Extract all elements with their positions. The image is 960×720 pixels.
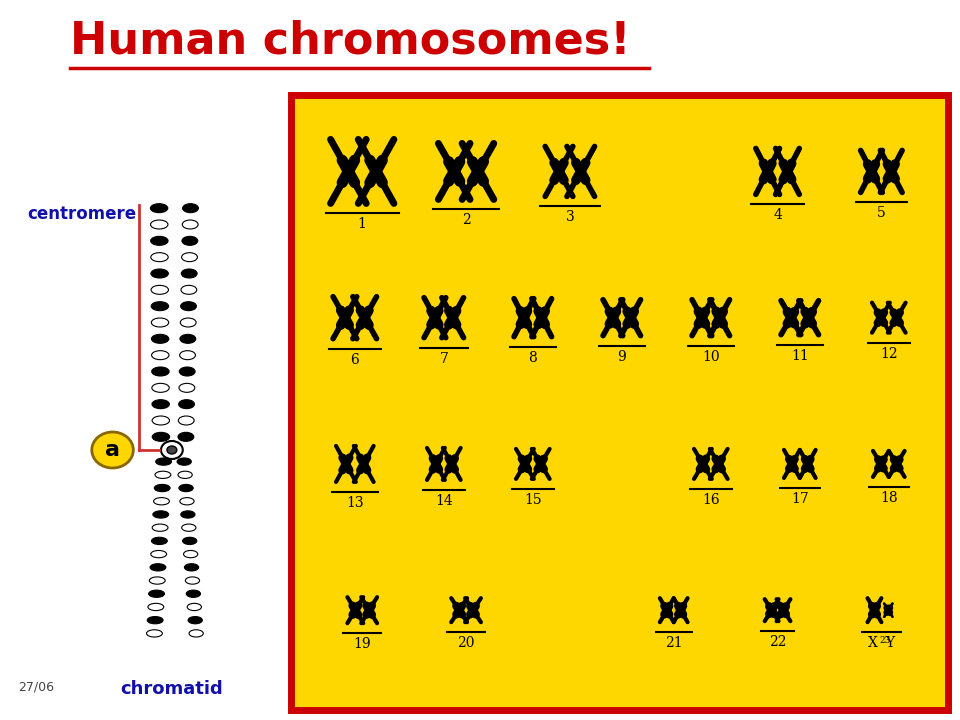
Ellipse shape bbox=[180, 510, 195, 518]
Ellipse shape bbox=[156, 458, 172, 465]
Ellipse shape bbox=[179, 400, 195, 409]
Ellipse shape bbox=[180, 367, 195, 376]
Text: 12: 12 bbox=[880, 346, 898, 361]
Ellipse shape bbox=[153, 432, 170, 441]
Ellipse shape bbox=[182, 220, 198, 229]
Ellipse shape bbox=[181, 253, 198, 261]
Ellipse shape bbox=[150, 577, 165, 584]
Ellipse shape bbox=[147, 616, 163, 624]
Ellipse shape bbox=[152, 367, 169, 376]
Ellipse shape bbox=[180, 285, 197, 294]
Ellipse shape bbox=[151, 269, 168, 278]
Ellipse shape bbox=[152, 400, 169, 409]
Text: 15: 15 bbox=[524, 493, 541, 507]
Text: 20: 20 bbox=[457, 636, 475, 650]
Ellipse shape bbox=[151, 220, 168, 229]
Ellipse shape bbox=[151, 285, 168, 294]
Ellipse shape bbox=[180, 498, 194, 505]
Ellipse shape bbox=[152, 383, 169, 392]
Bar bbox=[291, 95, 948, 710]
Ellipse shape bbox=[151, 236, 168, 246]
Text: X: X bbox=[868, 636, 877, 650]
Text: 1: 1 bbox=[358, 217, 367, 231]
Text: 2: 2 bbox=[462, 213, 470, 228]
Text: 27/06: 27/06 bbox=[18, 680, 55, 693]
Ellipse shape bbox=[180, 334, 196, 343]
Ellipse shape bbox=[180, 302, 197, 310]
Ellipse shape bbox=[149, 590, 164, 598]
Ellipse shape bbox=[187, 603, 202, 611]
Ellipse shape bbox=[150, 564, 166, 571]
Ellipse shape bbox=[181, 524, 196, 531]
Ellipse shape bbox=[151, 204, 168, 212]
Text: 21: 21 bbox=[665, 636, 683, 650]
Ellipse shape bbox=[180, 351, 196, 360]
Ellipse shape bbox=[182, 537, 197, 544]
Ellipse shape bbox=[181, 269, 197, 278]
Ellipse shape bbox=[179, 485, 193, 492]
Ellipse shape bbox=[151, 551, 167, 558]
Text: 7: 7 bbox=[440, 351, 448, 366]
Text: 8: 8 bbox=[528, 351, 538, 364]
Ellipse shape bbox=[155, 485, 170, 492]
Text: 17: 17 bbox=[791, 492, 808, 506]
Ellipse shape bbox=[154, 498, 169, 505]
Ellipse shape bbox=[151, 253, 168, 261]
Ellipse shape bbox=[186, 590, 201, 598]
Text: 9: 9 bbox=[617, 350, 626, 364]
Ellipse shape bbox=[152, 334, 169, 343]
Text: 13: 13 bbox=[346, 496, 364, 510]
Text: 11: 11 bbox=[791, 348, 808, 363]
Text: a: a bbox=[105, 440, 120, 460]
Ellipse shape bbox=[182, 204, 199, 212]
Ellipse shape bbox=[151, 302, 169, 310]
Text: chromatid: chromatid bbox=[121, 680, 224, 698]
Ellipse shape bbox=[178, 471, 192, 479]
Ellipse shape bbox=[153, 510, 169, 518]
Text: 14: 14 bbox=[435, 494, 453, 508]
Ellipse shape bbox=[182, 236, 198, 246]
Ellipse shape bbox=[152, 351, 169, 360]
Ellipse shape bbox=[161, 441, 182, 459]
Ellipse shape bbox=[148, 603, 164, 611]
Text: 22: 22 bbox=[769, 635, 786, 649]
Ellipse shape bbox=[152, 537, 167, 544]
Ellipse shape bbox=[184, 564, 199, 571]
Text: Y: Y bbox=[885, 636, 894, 650]
Ellipse shape bbox=[183, 551, 198, 558]
Ellipse shape bbox=[167, 446, 177, 454]
Text: 5: 5 bbox=[877, 207, 886, 220]
Text: 3: 3 bbox=[565, 210, 574, 225]
Text: 10: 10 bbox=[702, 350, 720, 364]
Text: 16: 16 bbox=[702, 493, 720, 507]
Ellipse shape bbox=[185, 577, 200, 584]
Text: 18: 18 bbox=[880, 491, 898, 505]
Ellipse shape bbox=[155, 471, 171, 479]
Ellipse shape bbox=[153, 524, 168, 531]
Ellipse shape bbox=[179, 383, 195, 392]
Text: Human chromosomes!: Human chromosomes! bbox=[70, 19, 631, 62]
Text: 4: 4 bbox=[773, 208, 782, 222]
Ellipse shape bbox=[178, 432, 194, 441]
Ellipse shape bbox=[189, 630, 204, 637]
Text: 6: 6 bbox=[350, 353, 359, 366]
Ellipse shape bbox=[188, 616, 203, 624]
Ellipse shape bbox=[177, 458, 191, 465]
Text: 19: 19 bbox=[353, 637, 372, 651]
Ellipse shape bbox=[180, 318, 196, 327]
Ellipse shape bbox=[152, 416, 170, 425]
Text: 23: 23 bbox=[879, 636, 891, 645]
Ellipse shape bbox=[147, 630, 162, 637]
Ellipse shape bbox=[179, 416, 194, 425]
Text: centromere: centromere bbox=[27, 205, 136, 223]
Ellipse shape bbox=[152, 318, 169, 327]
Ellipse shape bbox=[92, 432, 133, 468]
